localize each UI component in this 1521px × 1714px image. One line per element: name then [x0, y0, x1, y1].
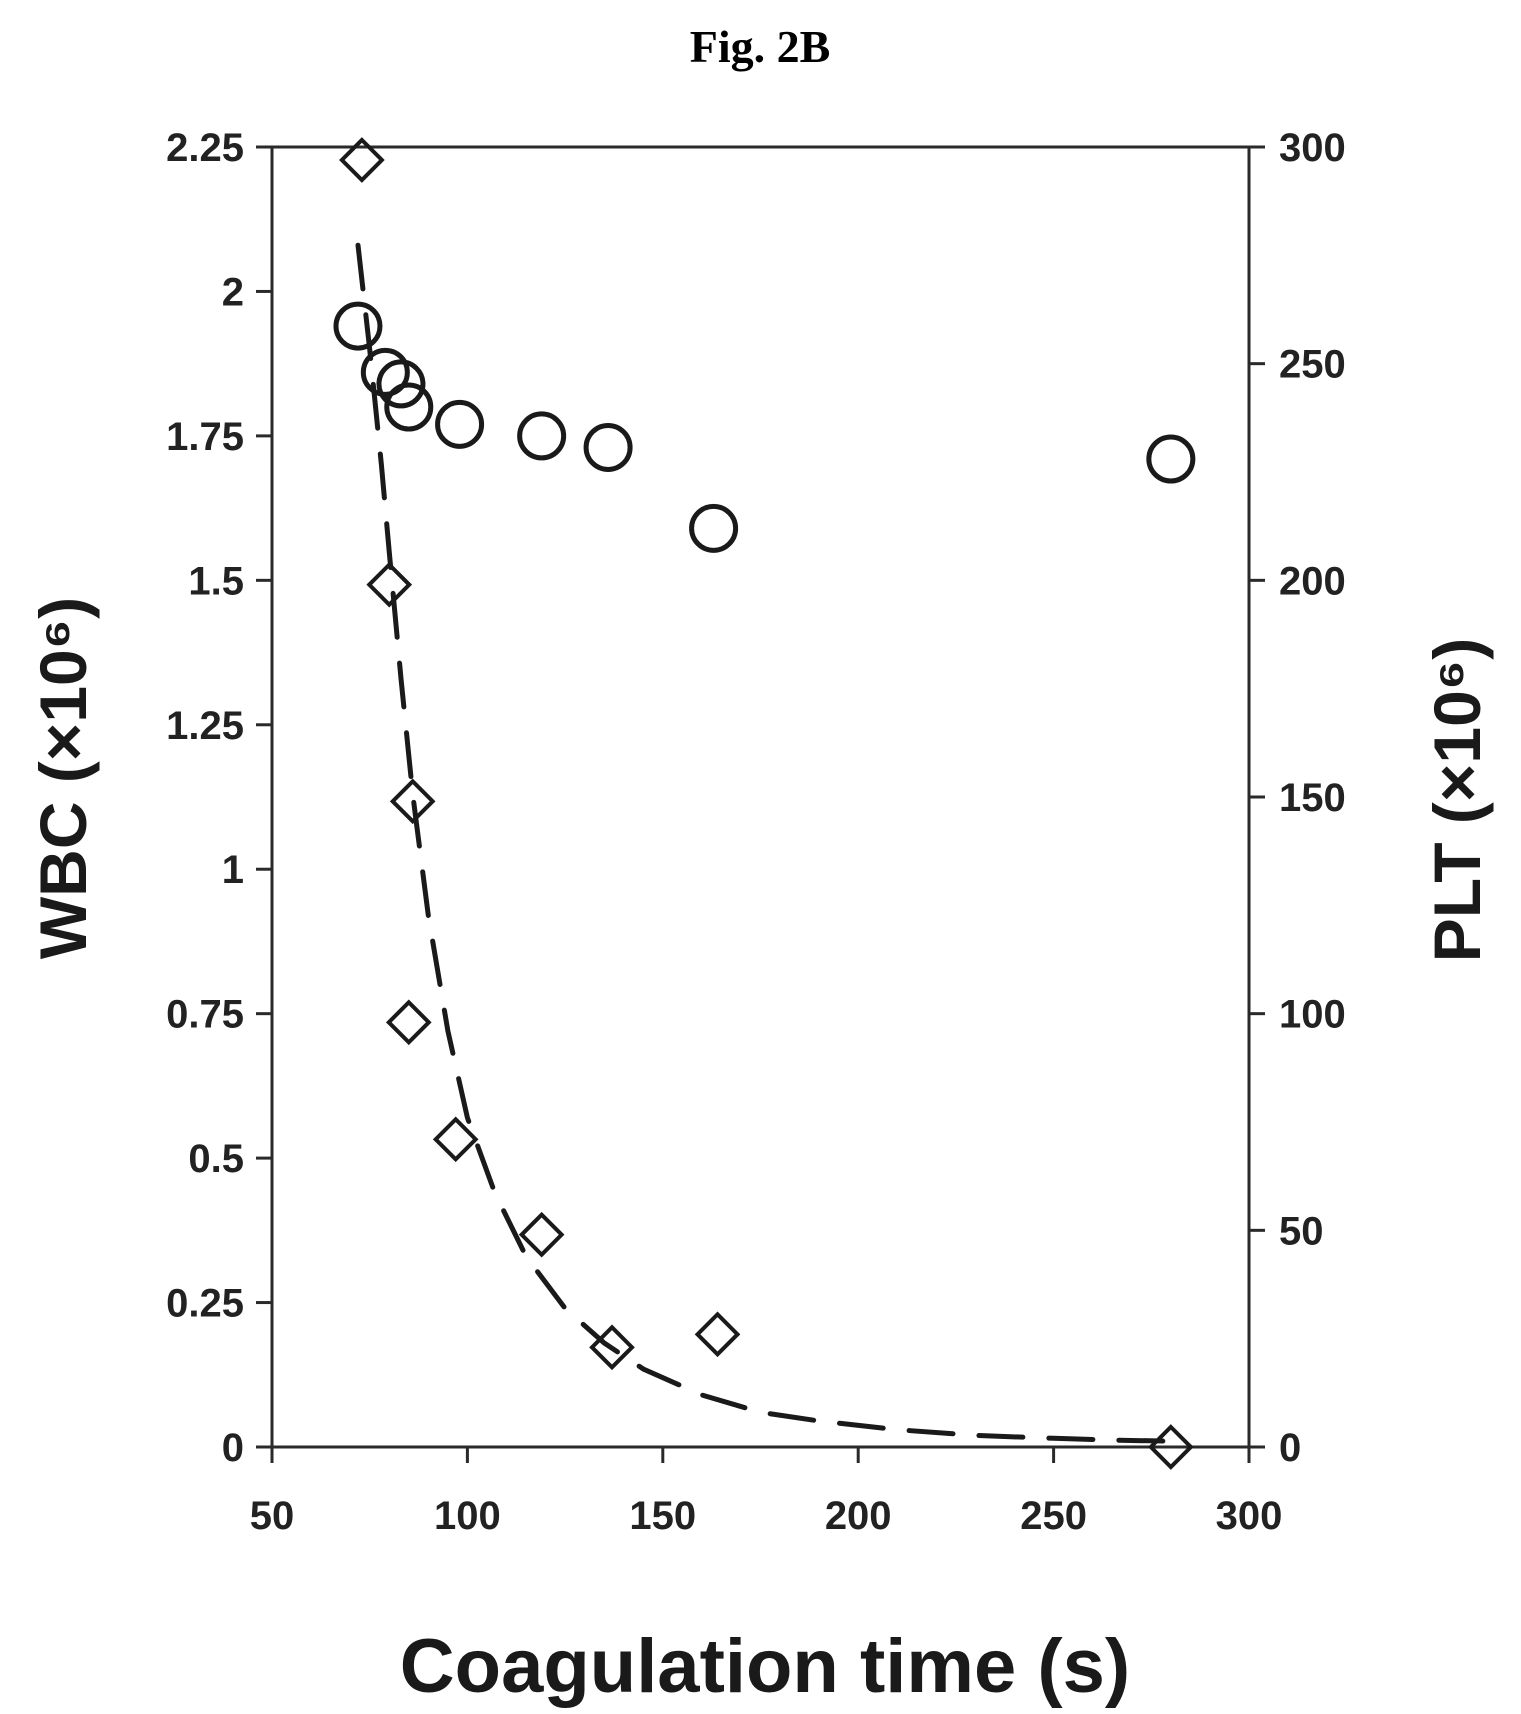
x-tick-label: 250 — [1020, 1494, 1087, 1538]
left-y-axis-ticks: 0 0.25 0.5 0.75 1 1.25 1.5 1.75 2 2.25 — [166, 126, 272, 1470]
plt-data-point — [339, 137, 385, 183]
right-y-axis-title: PLT (×10⁶) — [1420, 638, 1494, 962]
x-axis-title: Coagulation time (s) — [400, 1624, 1130, 1709]
right-y-tick-label: 150 — [1279, 776, 1346, 820]
x-tick-label: 150 — [629, 1494, 696, 1538]
wbc-data-point — [333, 301, 383, 351]
wbc-data-point — [517, 411, 567, 461]
plot-area: 50 100 150 200 250 300 00.250.50.7511.251.51.… — [166, 126, 1346, 1538]
x-tick-label: 300 — [1216, 1494, 1283, 1538]
plt-data-point — [389, 778, 436, 825]
right-y-axis-ticks: 0 50 100 150 200 250 300 — [1249, 126, 1346, 1470]
plt-data-point — [518, 1211, 565, 1258]
left-y-tick-label: 0 — [222, 1426, 244, 1470]
figure-label: Fig. 2B — [690, 21, 831, 72]
x-tick-label: 100 — [434, 1494, 501, 1538]
left-y-tick-label: 1.5 — [188, 559, 244, 603]
plt-data-point — [589, 1324, 635, 1371]
wbc-data-point — [1146, 434, 1196, 484]
x-tick-label: 50 — [250, 1494, 295, 1538]
fit-curve-line — [355, 242, 1174, 1444]
fit-curve-layer — [355, 242, 1174, 1444]
plot-frame — [270, 145, 1251, 1449]
left-y-axis-title: WBC (×10⁶) — [26, 597, 100, 959]
right-y-tick-label: 50 — [1279, 1209, 1324, 1253]
right-y-tick-label: 100 — [1279, 993, 1346, 1037]
wbc-data-point — [376, 359, 426, 409]
plt-data-point — [432, 1116, 479, 1163]
plt-data-point — [694, 1311, 741, 1358]
left-y-tick-label: 0.5 — [188, 1137, 244, 1181]
left-y-tick-label: 0.75 — [166, 993, 244, 1037]
wbc-data-point — [689, 503, 739, 553]
wbc-data-point — [583, 422, 633, 472]
wbc-data-point — [360, 347, 410, 397]
left-y-tick-label: 2.25 — [166, 126, 244, 170]
plt-data-point — [366, 561, 413, 608]
wbc-data-point — [435, 399, 485, 449]
wbc-data-point — [384, 382, 434, 432]
x-axis-ticks: 50 100 150 200 250 300 — [250, 1447, 1283, 1538]
left-y-tick-label: 0.25 — [166, 1282, 244, 1326]
left-y-tick-label: 1 — [222, 848, 244, 892]
plt-data-point — [1148, 1424, 1194, 1470]
x-tick-label: 200 — [825, 1494, 892, 1538]
plt-data-point — [385, 999, 432, 1046]
marker-layer — [333, 137, 1196, 1470]
left-y-tick-label: 2 — [222, 270, 244, 314]
left-y-tick-label: 1.25 — [166, 704, 244, 748]
right-y-tick-label: 200 — [1279, 559, 1346, 603]
right-y-tick-label: 250 — [1279, 343, 1346, 387]
right-y-tick-label: 300 — [1279, 126, 1346, 170]
left-y-tick-label: 1.75 — [166, 415, 244, 459]
right-y-tick-label: 0 — [1279, 1426, 1301, 1470]
